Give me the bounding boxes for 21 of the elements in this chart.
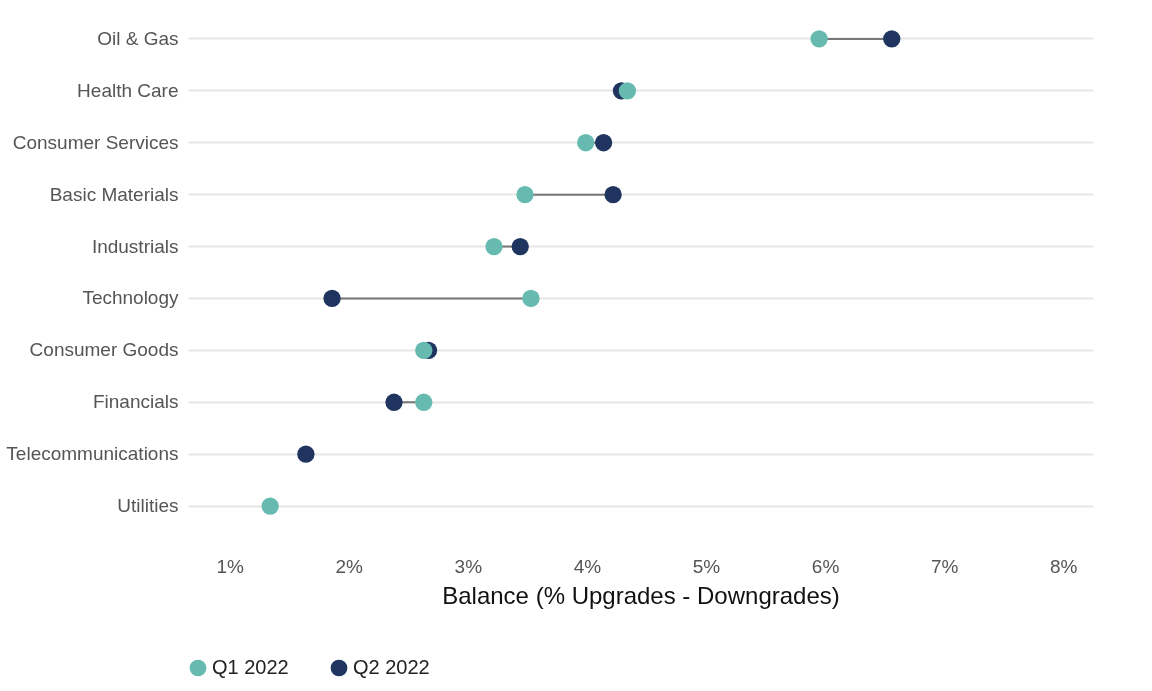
x-tick-label: 2%	[335, 555, 364, 577]
y-tick-label: Industrials	[91, 235, 179, 257]
x-tick-label: 8%	[1050, 555, 1078, 577]
x-tick-label: 4%	[573, 555, 602, 577]
y-tick-label: Utilities	[117, 495, 179, 517]
y-tick-label: Consumer Services	[12, 131, 179, 153]
y-tick-label: Oil & Gas	[97, 27, 179, 49]
y-tick-label: Health Care	[77, 79, 179, 101]
legend-label: Q2 2022	[353, 656, 430, 678]
y-tick-label: Basic Materials	[49, 183, 179, 205]
x-tick-label: 6%	[811, 555, 840, 577]
y-tick-label: Technology	[82, 287, 179, 309]
x-tick-label: 7%	[930, 555, 959, 577]
y-tick-label: Consumer Goods	[29, 339, 179, 361]
x-tick-label: 1%	[216, 555, 245, 577]
y-tick-label: Telecommunications	[6, 443, 179, 465]
legend-label: Q1 2022	[212, 656, 289, 678]
x-tick-label: 5%	[692, 555, 721, 577]
x-axis-title: Balance (% Upgrades - Downgrades)	[442, 581, 840, 609]
y-tick-label: Financials	[92, 391, 179, 413]
x-tick-label: 3%	[454, 555, 483, 577]
